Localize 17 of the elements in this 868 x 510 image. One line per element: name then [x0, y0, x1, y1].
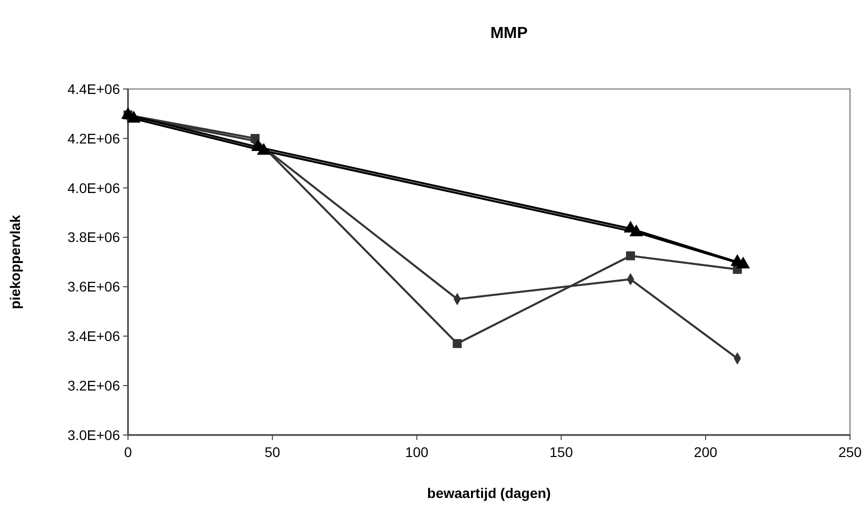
y-tick-label: 3.0E+06 [67, 426, 120, 443]
x-tick-label: 250 [838, 444, 862, 460]
y-tick-label: 3.8E+06 [67, 229, 120, 246]
x-tick-label: 200 [694, 444, 718, 460]
x-tick-label: 100 [405, 444, 429, 460]
y-tick-label: 3.6E+06 [67, 278, 120, 295]
x-tick-label: 50 [264, 444, 280, 460]
y-tick-label: 4.4E+06 [67, 80, 120, 97]
y-axis-title: piekoppervlak [7, 214, 23, 310]
y-tick-label: 4.0E+06 [67, 180, 120, 196]
x-tick-label: 0 [124, 444, 132, 460]
chart-title: MMP [490, 25, 528, 42]
y-tick-label: 3.4E+06 [67, 328, 120, 344]
y-tick-label: 4.2E+06 [67, 130, 120, 146]
y-tick-label: 3.2E+06 [67, 377, 120, 394]
x-axis-title: bewaartijd (dagen) [427, 485, 551, 501]
x-tick-label: 150 [550, 444, 574, 460]
